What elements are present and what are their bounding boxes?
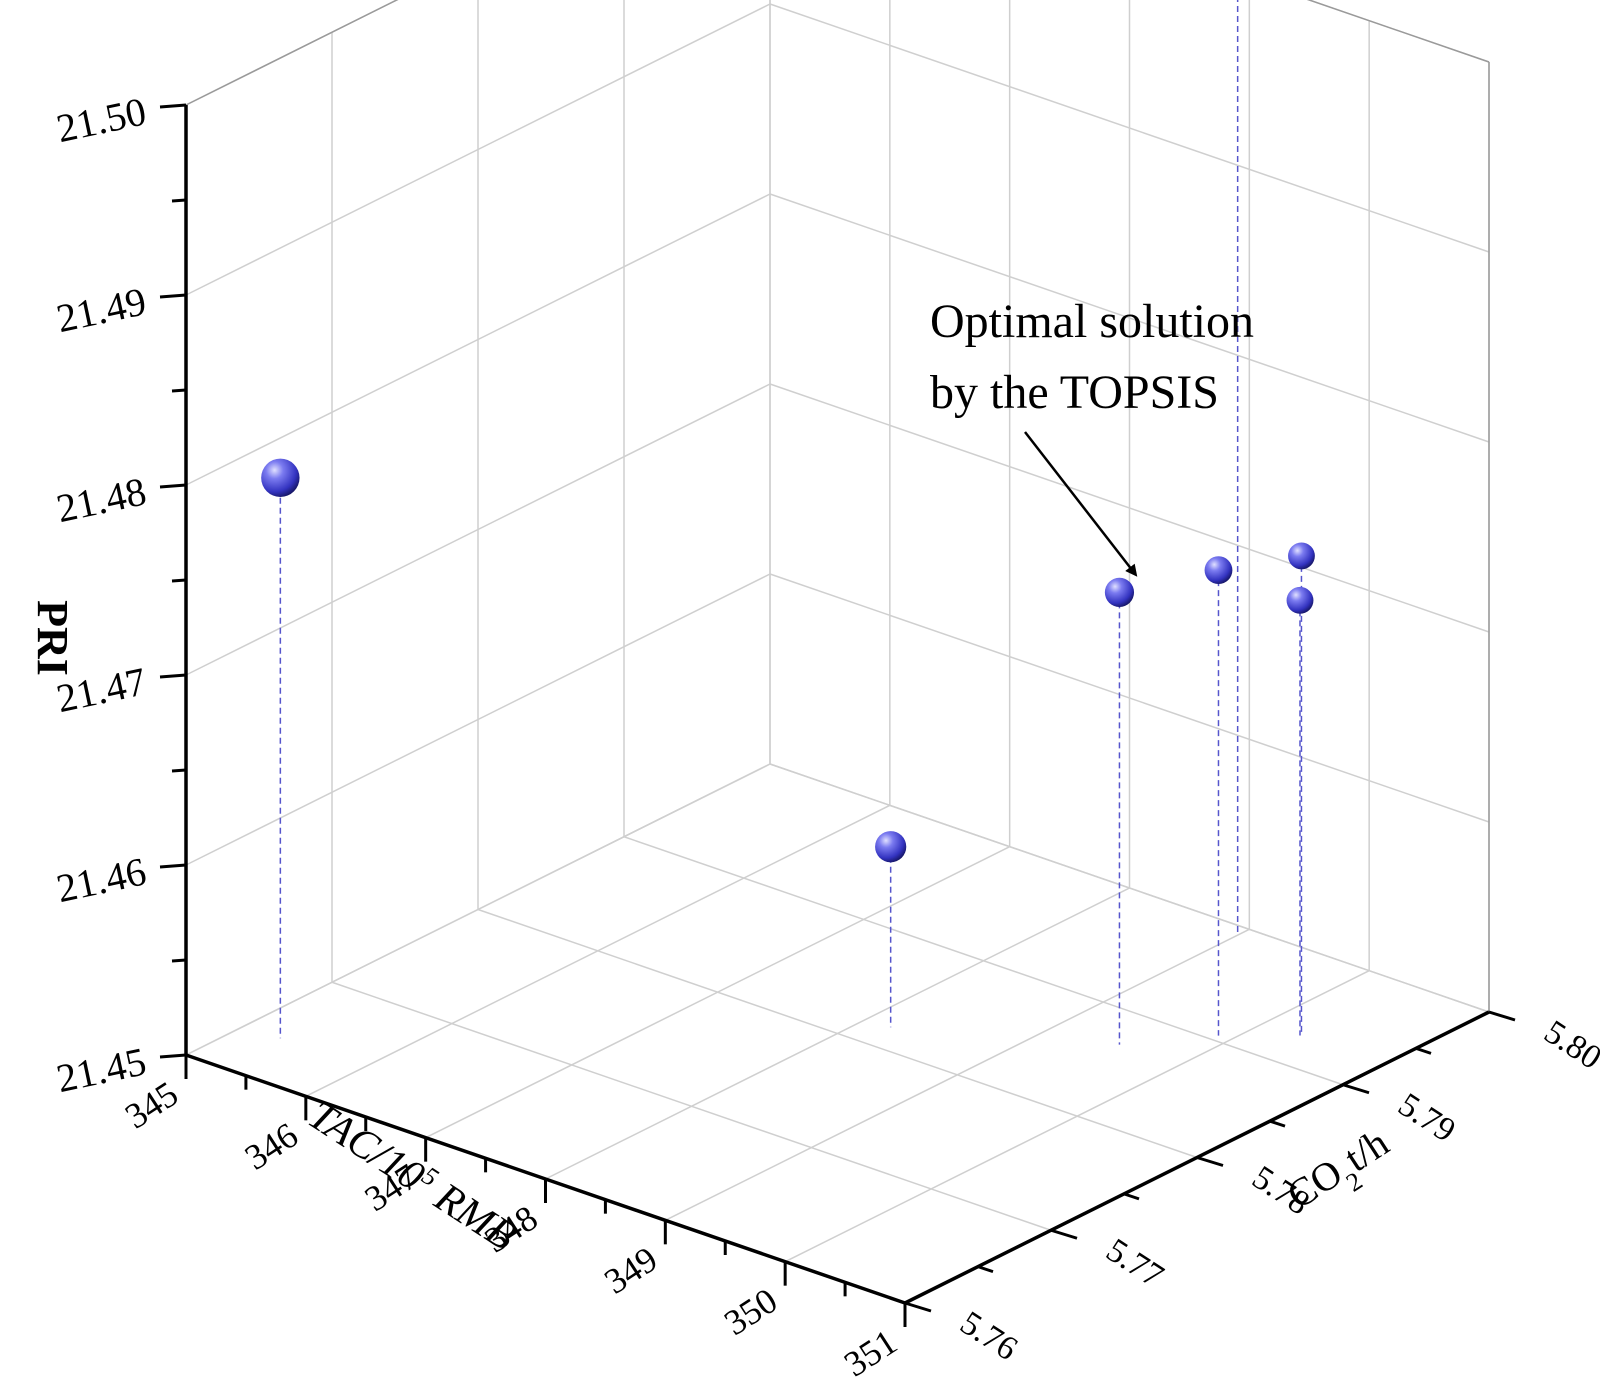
z-axis-minor-tick — [171, 768, 187, 773]
back-wall-grid-line — [769, 383, 1490, 633]
side-wall-grid-line — [185, 3, 771, 296]
y-axis-major-tick — [1342, 1083, 1370, 1095]
back-wall-grid-line — [769, 3, 1490, 253]
side-wall-grid-line — [185, 383, 771, 676]
data-point — [1286, 586, 1314, 614]
z-axis-title: PRI — [28, 600, 77, 676]
y-axis-tick-label: 5.80 — [1538, 1013, 1600, 1076]
annotation-line-1: Optimal solution — [930, 295, 1254, 348]
y-axis-minor-tick — [1415, 1046, 1432, 1055]
y-axis-minor-tick — [977, 1265, 994, 1274]
z-axis-minor-tick — [171, 198, 187, 203]
side-wall-grid-line — [185, 573, 771, 866]
z-axis-major-tick — [159, 293, 187, 299]
z-axis-major-tick — [159, 483, 187, 489]
drop-lines — [279, 0, 1303, 1045]
data-point — [1104, 577, 1135, 607]
floor-grid-line — [477, 908, 1198, 1159]
z-axis-tick-label: 21.50 — [52, 88, 149, 151]
y-axis-tick-label: 5.77 — [1100, 1232, 1170, 1295]
y-axis-major-tick — [1196, 1156, 1224, 1167]
y-axis-major-tick — [1488, 1010, 1516, 1022]
y-axis-minor-tick — [1123, 1192, 1140, 1201]
z-axis-major-tick — [159, 673, 187, 679]
data-point — [261, 458, 300, 497]
x-axis-tick-label: 349 — [597, 1239, 664, 1302]
data-point — [1204, 556, 1233, 585]
data-points — [261, 458, 1315, 863]
z-axis-major-tick — [159, 103, 187, 109]
y-axis-major-tick — [1050, 1228, 1078, 1240]
z-axis-major-tick — [159, 1053, 187, 1059]
z-axis-minor-tick — [171, 388, 187, 393]
y-axis-tick-label: 5.79 — [1392, 1086, 1462, 1149]
z-axis-tick-label: 21.46 — [52, 848, 149, 911]
z-axis-tick-label: 21.49 — [52, 278, 149, 341]
x-axis-tick-label: 350 — [717, 1280, 784, 1343]
data-point — [1288, 542, 1315, 570]
annotation: Optimal solution by the TOPSIS — [930, 295, 1254, 577]
data-point — [875, 831, 907, 863]
z-axis-minor-tick — [171, 578, 187, 583]
y-axis-major-tick — [904, 1301, 932, 1313]
floor-grid-line — [623, 836, 1344, 1086]
z-axis-minor-tick — [171, 958, 187, 963]
back-wall-grid-line — [769, 573, 1490, 823]
frame-edge — [185, 0, 399, 106]
side-wall-grid-line — [185, 193, 771, 486]
z-axis-major-tick — [159, 863, 187, 869]
annotation-line-2: by the TOPSIS — [930, 366, 1219, 419]
floor-grid-line — [331, 981, 1052, 1231]
back-wall-grid-line — [769, 193, 1490, 443]
z-axis-tick-label: 21.48 — [52, 468, 149, 531]
side-wall-grid-line — [185, 763, 771, 1056]
y-axis-minor-tick — [1269, 1119, 1286, 1128]
x-axis-tick-label: 346 — [238, 1115, 305, 1178]
x-axis-tick-label: 351 — [837, 1321, 904, 1382]
x-axis-title: TAC/105 RMB — [300, 1091, 525, 1260]
annotation-arrow — [1024, 431, 1138, 577]
frame-edge — [1306, 0, 1490, 63]
y-axis-tick-label: 5.76 — [954, 1304, 1024, 1367]
back-wall-grid-line — [769, 763, 1490, 1013]
